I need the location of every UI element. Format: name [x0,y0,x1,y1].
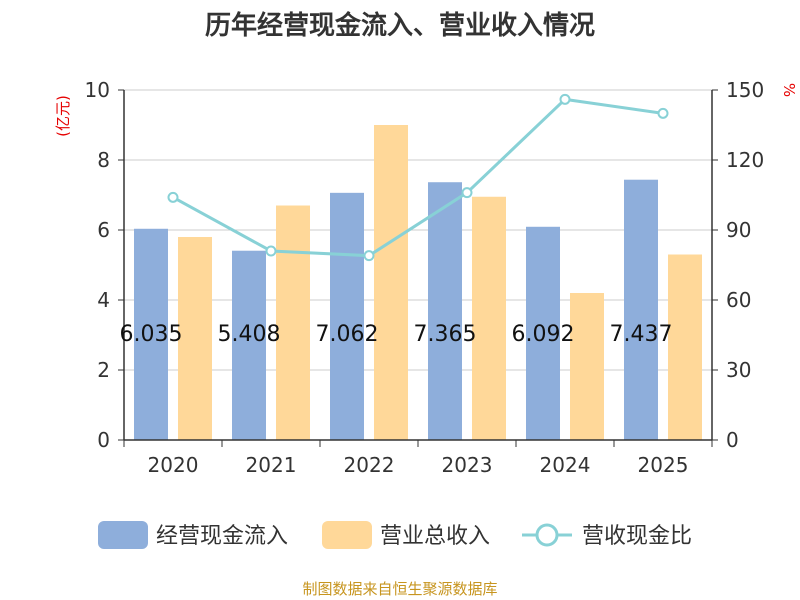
left-tick-label: 8 [97,148,110,172]
left-tick-label: 10 [85,78,110,102]
source-note: 制图数据来自恒生聚源数据库 [302,580,497,598]
legend: 经营现金流入 营业总收入 营收现金比 [98,521,692,549]
chart-title: 历年经营现金流入、营业收入情况 [205,10,595,41]
bar-revenue[interactable] [472,196,506,440]
x-tick-label: 2025 [638,453,689,477]
x-tick-label: 2021 [246,453,297,477]
bar-cash-inflow[interactable] [330,192,364,440]
legend-swatch-ratio-marker [535,523,559,547]
right-tick-label: 120 [726,148,764,172]
bar-value-label: 6.035 [120,322,183,347]
right-tick-label: 0 [726,428,739,452]
ratio-point[interactable] [265,245,277,257]
x-tick-label: 2023 [442,453,493,477]
x-tick-label: 2024 [540,453,591,477]
legend-item-cash-inflow[interactable]: 经营现金流入 [98,521,288,549]
right-tick-label: 150 [726,78,764,102]
legend-label-cash-inflow: 经营现金流入 [156,524,288,549]
ratio-point[interactable] [559,93,571,105]
ratio-line [167,93,669,262]
grid [124,89,712,371]
legend-item-revenue[interactable]: 营业总收入 [322,521,490,549]
bar-cash-inflow[interactable] [232,250,266,440]
right-axis-unit: % [780,83,798,97]
bar-cash-inflow[interactable] [134,228,168,440]
legend-label-revenue: 营业总收入 [380,524,490,549]
left-tick-label: 2 [97,358,110,382]
bar-value-label: 6.092 [512,322,575,347]
bar-revenue[interactable] [668,254,702,441]
bar-cash-inflow[interactable] [428,182,462,440]
bar-revenue[interactable] [374,125,408,440]
bar-value-label: 5.408 [218,322,281,347]
ratio-point[interactable] [461,187,473,199]
x-tick-label: 2020 [148,453,199,477]
bar-cash-inflow[interactable] [624,179,658,440]
left-axis-unit: (亿元) [54,95,72,137]
ratio-point[interactable] [363,250,375,262]
right-tick-label: 30 [726,358,751,382]
bar-labels: 6.035 5.408 7.062 7.365 6.092 7.437 [120,322,673,347]
bar-cash-inflow[interactable] [526,226,560,440]
right-tick-label: 60 [726,288,751,312]
bar-revenue[interactable] [178,237,212,440]
left-tick-label: 6 [97,218,110,242]
bar-revenue[interactable] [276,205,310,441]
x-tick-label: 2022 [344,453,395,477]
bar-value-label: 7.365 [414,322,477,347]
legend-label-ratio: 营收现金比 [582,524,692,549]
ratio-point[interactable] [167,191,179,203]
left-tick-label: 4 [97,288,110,312]
legend-item-ratio[interactable]: 营收现金比 [522,523,692,549]
bar-value-label: 7.437 [610,322,673,347]
bar-value-label: 7.062 [316,322,379,347]
ratio-point[interactable] [657,107,669,119]
bar-revenue[interactable] [570,293,604,440]
ratio-line-path [172,97,664,258]
legend-swatch-cash-inflow [98,521,148,549]
legend-swatch-revenue [322,521,372,549]
axes [118,89,718,447]
right-tick-label: 90 [726,218,751,242]
bars [134,125,702,440]
left-tick-label: 0 [97,428,110,452]
tick-labels: 0 2 4 6 8 10 0 30 60 90 120 150 2020 2021 2022 2023 2024… [85,78,765,477]
